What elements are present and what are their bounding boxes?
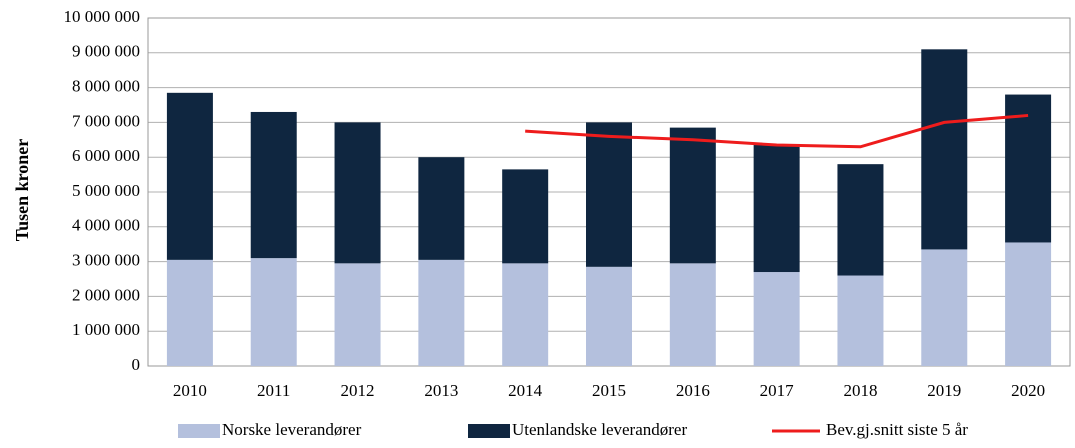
bar [502,169,549,264]
bar [250,258,297,366]
y-tick-label: 2 000 000 [72,285,140,304]
bar [837,164,884,276]
bar [921,49,968,250]
x-tick-label: 2014 [508,381,543,400]
bar [334,122,381,264]
y-tick-label: 4 000 000 [72,216,140,235]
bar [418,259,465,366]
bar [418,157,465,260]
bar [502,263,549,366]
y-tick-label: 7 000 000 [72,111,140,130]
x-tick-label: 2018 [843,381,877,400]
y-tick-label: 5 000 000 [72,181,140,200]
x-tick-label: 2011 [257,381,290,400]
bar [753,272,800,366]
x-tick-label: 2019 [927,381,961,400]
y-tick-label: 1 000 000 [72,320,140,339]
y-tick-label: 10 000 000 [64,7,141,26]
y-tick-label: 0 [132,355,141,374]
bar [166,92,213,260]
x-tick-label: 2015 [592,381,626,400]
bar [669,127,716,264]
bar [586,122,632,267]
bar [921,249,968,366]
y-tick-label: 9 000 000 [72,42,140,61]
line [525,113,1029,149]
y-axis-title: Tusen kroner [12,139,32,242]
bar [1005,94,1052,243]
bar [753,145,800,273]
y-tick-label: 6 000 000 [72,146,140,165]
legend-label: Bev.gj.snitt siste 5 år [826,420,968,439]
legend-swatch [468,424,510,438]
bar [837,275,884,366]
legend-label: Norske leverandører [222,420,362,439]
x-tick-label: 2016 [676,381,710,400]
y-tick-label: 3 000 000 [72,251,140,270]
x-tick-label: 2012 [341,381,375,400]
bar [669,263,716,366]
x-tick-label: 2013 [424,381,458,400]
bar [1005,242,1052,366]
bar [250,111,297,259]
x-tick-label: 2020 [1011,381,1045,400]
x-tick-label: 2010 [173,381,207,400]
x-tick-label: 2017 [760,381,795,400]
bar [166,259,213,366]
legend-swatch [178,424,220,438]
y-tick-label: 8 000 000 [72,77,140,96]
bar [586,266,632,366]
legend-label: Utenlandske leverandører [512,420,687,439]
bar [334,263,381,366]
